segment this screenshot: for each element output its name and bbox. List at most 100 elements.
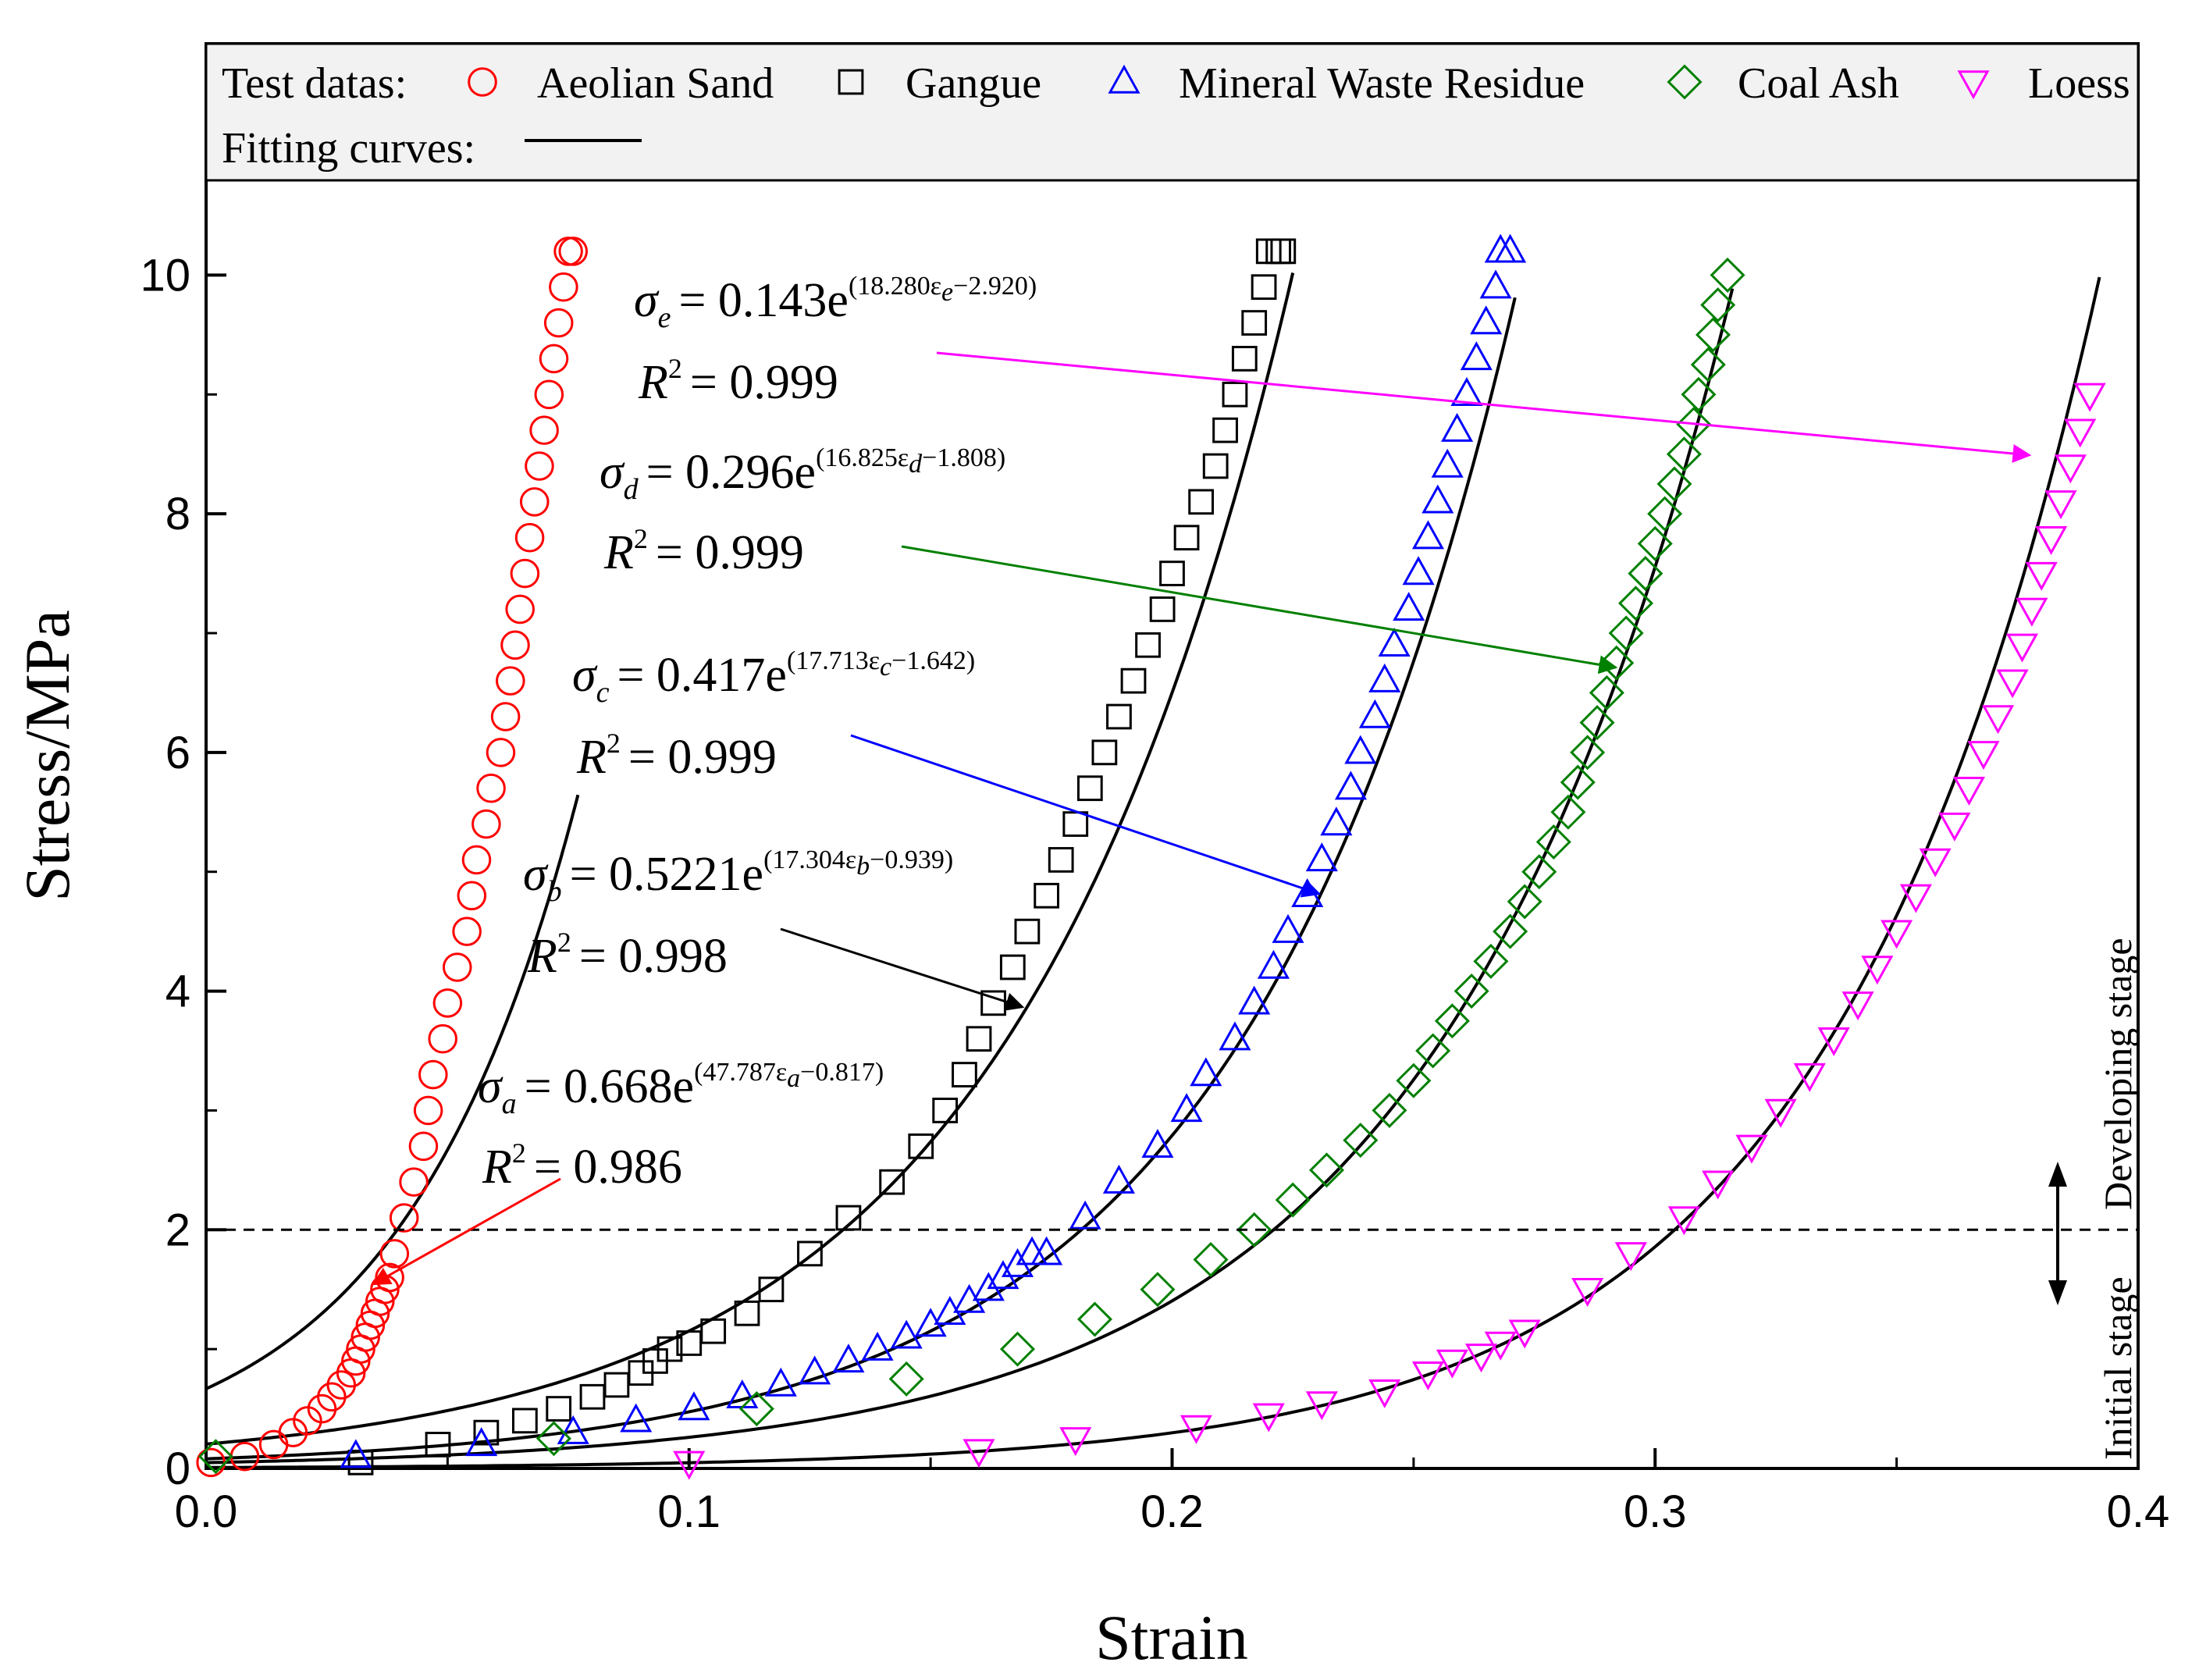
data-point [738, 1391, 774, 1427]
data-point [963, 1439, 995, 1468]
fit-curve-b [205, 272, 1295, 1446]
data-markers [196, 233, 2106, 1480]
data-point [1238, 985, 1271, 1015]
data-point [1190, 1057, 1222, 1087]
data-point [1637, 525, 1673, 561]
data-point [486, 738, 516, 767]
data-point [1372, 1092, 1407, 1128]
svg-text:σc= 0.417e(17.713εc−1.642): σc = 0.417e(17.713εc−1.642) [572, 646, 975, 709]
equation-c-prefix: = 0.417e [617, 649, 786, 702]
x-axis-title: Strain [1095, 1602, 1248, 1673]
equation-e-exp-tail: −2.920) [953, 272, 1037, 301]
y-tick-label: 0 [165, 1443, 190, 1494]
data-point [428, 1023, 457, 1054]
data-point [1667, 1206, 1700, 1236]
data-point [1608, 615, 1644, 651]
data-point [1656, 466, 1692, 502]
data-point [1473, 943, 1509, 979]
data-point [1647, 496, 1683, 532]
equation-d-r2: = 0.999 [656, 526, 804, 579]
data-point [525, 451, 554, 481]
data-point [1305, 842, 1338, 872]
plot-frame [205, 42, 2140, 1470]
data-point [1690, 347, 1726, 383]
data-point [1919, 848, 1952, 877]
data-point [1579, 705, 1615, 741]
data-point [952, 1062, 977, 1087]
data-point [534, 379, 564, 410]
data-point [1571, 1278, 1604, 1308]
equation-e-r2: = 0.999 [690, 356, 838, 409]
data-point [734, 1300, 760, 1326]
data-point [1358, 699, 1391, 728]
data-point [764, 1367, 797, 1397]
data-point [1305, 1391, 1338, 1421]
data-point [1076, 775, 1103, 802]
data-point [1460, 341, 1493, 371]
initial-stage-label: Initial stage [2096, 1276, 2140, 1460]
equation-b-exp: (17.304ε [763, 845, 856, 874]
equation-c-r2: = 0.999 [628, 731, 777, 784]
legend-marker-coal-ash [1667, 64, 1703, 100]
data-point [461, 845, 492, 875]
data-point [1614, 1242, 1647, 1272]
data-point [673, 1450, 706, 1480]
data-point [1334, 771, 1367, 800]
svg-text:σa= 0.668e(47.787εa−0.817): σa = 0.668e(47.787εa−0.817) [478, 1058, 884, 1120]
x-tick-label: 0.3 [1624, 1486, 1687, 1537]
data-point [1048, 847, 1074, 873]
data-point [1470, 305, 1503, 335]
equation-c-exp: (17.713ε [787, 646, 880, 675]
equation-a-r2: = 0.986 [534, 1141, 682, 1194]
data-point [890, 1319, 923, 1349]
data-point [1436, 1349, 1468, 1379]
data-point [908, 1133, 934, 1159]
svg-text:σd= 0.296e(16.825εd−1.808): σd = 0.296e(16.825εd−1.808) [600, 443, 1005, 506]
data-point [1967, 741, 2000, 771]
data-point [326, 1370, 357, 1400]
data-point [1700, 287, 1736, 323]
svg-text:σb= 0.5221e(17.304εb−0.939): σb = 0.5221e(17.304εb−0.939) [523, 845, 953, 908]
data-point [1236, 1212, 1272, 1248]
data-point [408, 1131, 439, 1162]
data-point [1014, 918, 1041, 945]
legend-items: Aeolian Sand Gangue Mineral Waste Residue C… [468, 59, 2130, 108]
series-coal-ash [197, 257, 1745, 1475]
data-point [1841, 991, 1874, 1021]
series-gangue [347, 238, 1297, 1475]
arrow-fit-a [371, 1177, 561, 1286]
svg-text:R2= 0.986: R2 = 0.986 [482, 1137, 682, 1194]
data-point [1212, 417, 1238, 443]
data-point [1793, 1062, 1826, 1092]
svg-text:R2= 0.998: R2 = 0.998 [527, 927, 728, 983]
y-tick-label: 4 [165, 966, 190, 1017]
data-point [500, 630, 530, 660]
data-point [678, 1391, 710, 1421]
equation-c-exp-tail: −1.642) [891, 646, 975, 675]
data-point [558, 237, 589, 266]
data-point [1454, 973, 1489, 1009]
data-point [539, 343, 569, 374]
data-point [379, 1239, 410, 1269]
data-point [1681, 376, 1717, 412]
svg-text:R2= 0.999: R2 = 0.999 [638, 353, 838, 409]
equation-e-prefix: = 0.143e [678, 274, 848, 327]
equation-b-r2: = 0.998 [579, 930, 728, 983]
legend-label-gangue: Gangue [906, 59, 1041, 108]
data-point [1422, 484, 1454, 514]
data-point [476, 773, 506, 803]
data-point [557, 1415, 589, 1444]
equation-e-exp: (18.280ε [849, 272, 941, 301]
data-point [1899, 884, 1932, 913]
equation-e: σe = 0.143e(18.280εe−2.920) R2 = 0.999 [634, 272, 1037, 409]
data-point [1241, 310, 1268, 336]
data-point [1275, 1182, 1311, 1218]
data-point [1102, 1164, 1135, 1194]
legend-marker-mineral-waste-residue [1108, 64, 1140, 94]
data-point [888, 1361, 924, 1397]
data-point [418, 1059, 448, 1090]
data-point [1180, 1415, 1212, 1444]
data-point [1222, 381, 1248, 408]
data-point [1272, 913, 1304, 943]
data-point [1059, 1427, 1092, 1457]
